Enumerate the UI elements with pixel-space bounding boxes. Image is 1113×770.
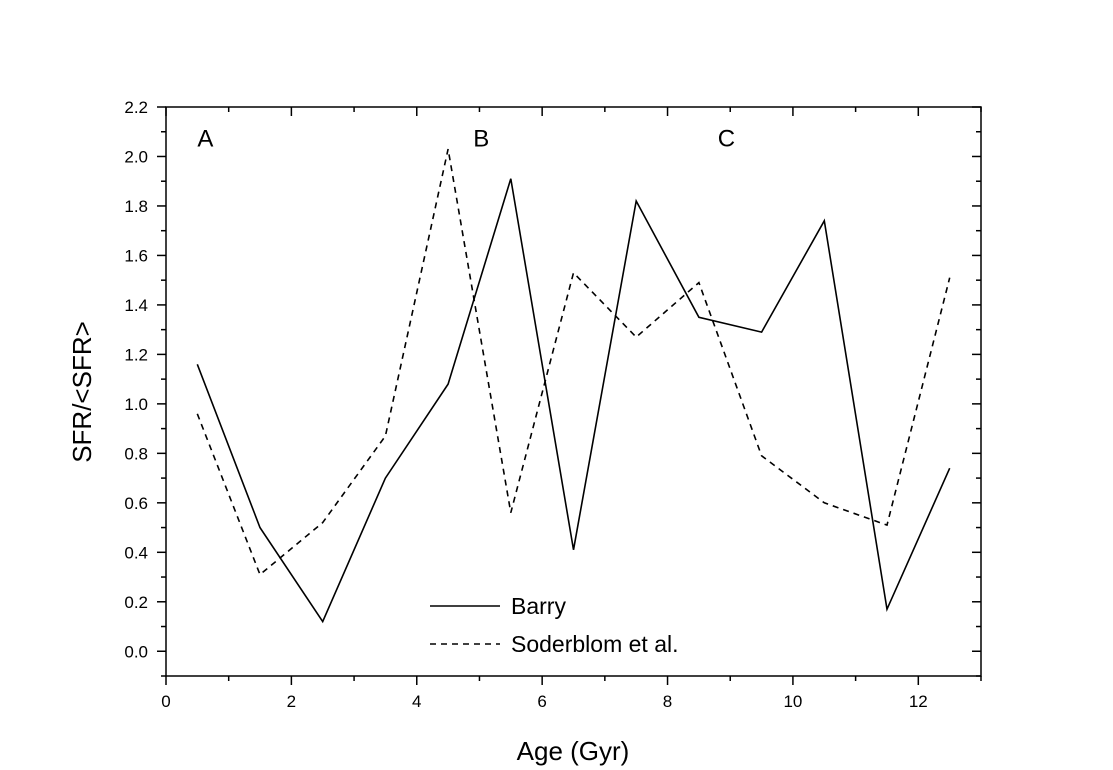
x-tick-label: 6 [537,692,546,711]
axis-ticks [157,106,982,685]
x-tick-label: 4 [412,692,421,711]
y-tick-label: 1.6 [124,246,148,265]
y-tick-label: 0.8 [124,444,148,463]
y-axis-title: SFR/<SFR> [67,321,97,463]
y-tick-label: 0.6 [124,494,148,513]
region-label-c: C [718,126,735,153]
plot-frame [165,106,982,677]
tick-labels: 0 2 4 6 8 10 12 0.0 0.2 0.4 0.6 0.8 1.0 1.2 1.4 1.6 1.8 2… [124,98,927,711]
region-label-a: A [197,126,213,153]
region-label-b: B [473,126,489,153]
x-tick-label: 12 [909,692,928,711]
x-tick-label: 10 [783,692,802,711]
x-tick-label: 8 [663,692,672,711]
series-line-barry [196,178,951,624]
y-tick-label: 0.2 [124,593,148,612]
y-tick-label: 1.2 [124,345,148,364]
y-tick-label: 2.0 [124,147,148,166]
x-axis-title: Age (Gyr) [517,736,630,766]
legend-label: Barry [511,593,566,619]
y-tick-label: 0.0 [124,642,148,661]
y-tick-label: 2.2 [124,98,148,117]
y-tick-label: 1.8 [124,197,148,216]
y-tick-label: 0.4 [124,543,148,562]
legend: Barry Soderblom et al. [430,593,678,657]
region-labels: A B C [197,126,735,153]
x-tick-label: 0 [161,692,170,711]
series-line-soderblom [196,148,951,576]
legend-label: Soderblom et al. [511,631,678,657]
x-tick-label: 2 [287,692,296,711]
y-tick-label: 1.4 [124,296,148,315]
series-lines [196,148,951,624]
y-tick-label: 1.0 [124,395,148,414]
